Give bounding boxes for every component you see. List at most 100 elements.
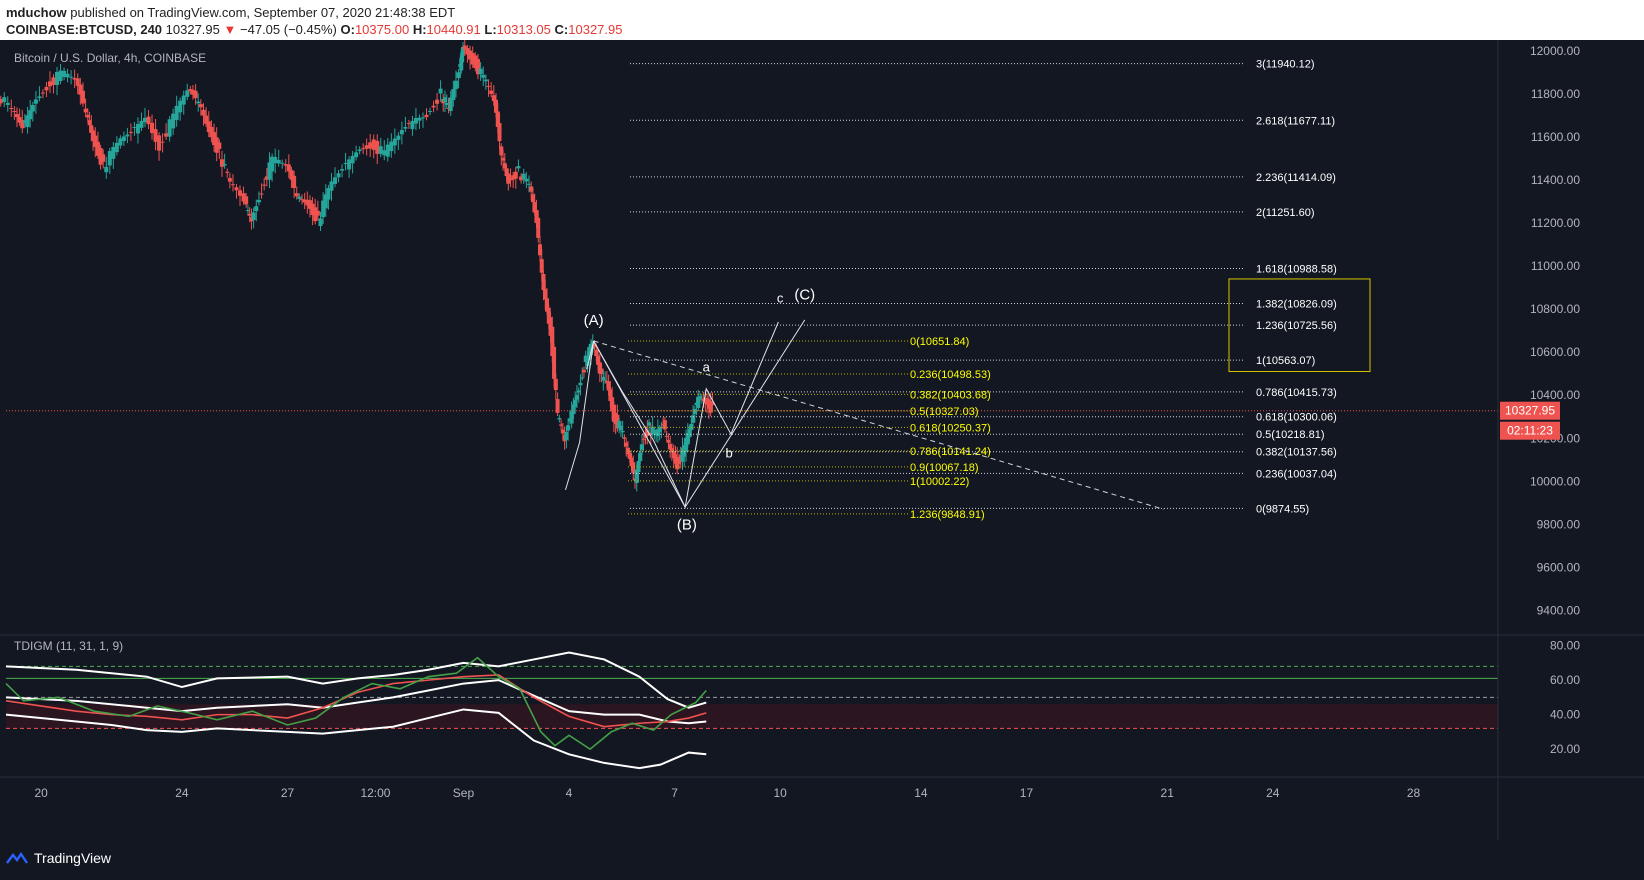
candle-body	[403, 126, 408, 129]
candle-body	[676, 460, 681, 465]
candle-body	[30, 105, 35, 112]
candle-body	[37, 96, 42, 99]
candle-body	[710, 402, 715, 406]
candle-body	[459, 58, 464, 71]
candle-body	[80, 90, 85, 104]
candle-body	[669, 448, 674, 453]
candle-body	[114, 142, 119, 153]
candle-body	[85, 114, 90, 118]
price-tick-label: 11600.00	[1531, 130, 1580, 144]
candle-body	[98, 148, 103, 165]
wave-label: a	[703, 360, 711, 375]
candle-body	[222, 163, 227, 166]
candle-body	[625, 447, 630, 455]
indicator-tick-label: 40.00	[1550, 708, 1580, 722]
time-tick-label: 7	[671, 786, 678, 800]
price-change: −47.05 (−0.45%)	[240, 22, 337, 37]
candle-body	[684, 437, 689, 452]
candle-body	[286, 164, 291, 172]
candle-body	[389, 141, 394, 152]
fib-extension-label: 0.236(10037.04)	[1256, 468, 1337, 480]
candle-body	[647, 422, 652, 426]
fib-retracement-label: 0.236(10498.53)	[910, 369, 991, 381]
candle-body	[227, 177, 232, 182]
candle-body	[536, 217, 541, 238]
candle-body	[553, 378, 558, 391]
fib-retracement-label: 0.5(10327.03)	[910, 406, 979, 418]
candle-body	[691, 415, 696, 423]
candle-body	[597, 362, 602, 374]
fib-extension-label: 0.618(10300.06)	[1256, 412, 1337, 424]
candle-body	[473, 55, 478, 69]
candle-body	[259, 193, 264, 195]
candle-body	[576, 390, 581, 393]
candle-body	[305, 199, 310, 206]
author-name[interactable]: mduchow	[6, 5, 67, 20]
time-tick-label: Sep	[453, 786, 475, 800]
candle-body	[302, 199, 307, 203]
fib-extension-label: 0.5(10218.81)	[1256, 429, 1325, 441]
candle-body	[198, 104, 203, 108]
candle-body	[340, 169, 345, 171]
indicator-tick-label: 60.00	[1550, 673, 1580, 687]
candle-body	[438, 88, 443, 94]
candle-body	[336, 173, 341, 178]
indicator-pane[interactable]: TDIGM (11, 31, 1, 9)	[5, 639, 1498, 770]
candle-body	[534, 209, 539, 223]
tradingview-logo[interactable]: TradingView	[6, 850, 111, 866]
candle-body	[196, 101, 201, 104]
candle-body	[111, 146, 116, 159]
candle-body	[696, 396, 701, 408]
candle-body	[378, 146, 383, 154]
candle-body	[664, 435, 669, 437]
candle-body	[62, 70, 67, 78]
candle-body	[204, 115, 209, 124]
time-tick-label: 17	[1020, 786, 1034, 800]
candle-body	[91, 130, 96, 141]
candle-body	[513, 171, 518, 179]
candle-body	[292, 175, 297, 188]
candle-body	[594, 349, 599, 357]
candle-body	[247, 213, 252, 216]
candle-body	[55, 71, 60, 85]
brand-name: TradingView	[34, 850, 112, 866]
candle-body	[354, 152, 359, 158]
candle-body	[280, 162, 285, 164]
candle-body	[234, 187, 239, 191]
candle-body	[541, 274, 546, 291]
price-pane[interactable]: Bitcoin / U.S. Dollar, 4h, COINBASE 3(119…	[0, 40, 1498, 534]
candle-body	[608, 389, 613, 402]
candle-body	[456, 72, 461, 79]
candle-body	[581, 369, 586, 373]
candle-body	[83, 108, 88, 113]
candle-body	[264, 176, 269, 180]
candle-body	[12, 111, 17, 113]
candle-body	[364, 145, 369, 149]
candle-body	[28, 110, 33, 120]
candle-body	[371, 139, 376, 150]
chart-canvas[interactable]: Bitcoin / U.S. Dollar, 4h, COINBASE 3(119…	[0, 40, 1644, 840]
low-label: L:	[484, 22, 497, 37]
candle-body	[321, 200, 326, 218]
fib-extension-label: 0.786(10415.73)	[1256, 387, 1337, 399]
candle-body	[118, 138, 123, 146]
candle-body	[526, 183, 531, 185]
candle-body	[652, 430, 657, 435]
candle-body	[573, 399, 578, 407]
candle-body	[486, 85, 491, 87]
candle-body	[326, 188, 331, 200]
candle-body	[692, 408, 697, 414]
candle-body	[14, 114, 19, 118]
time-tick-label: 4	[566, 786, 573, 800]
last-price-tag: 10327.95	[1505, 404, 1555, 418]
candle-body	[620, 430, 625, 433]
candle-body	[276, 159, 281, 164]
candle-body	[343, 163, 348, 165]
high-value: 10440.91	[426, 22, 481, 37]
wave-label: b	[726, 446, 733, 461]
chart-header: mduchow published on TradingView.com, Se…	[0, 0, 1644, 40]
candle-body	[599, 368, 604, 374]
candle-body	[610, 397, 615, 412]
candle-body	[51, 77, 56, 85]
candle-body	[307, 200, 312, 209]
